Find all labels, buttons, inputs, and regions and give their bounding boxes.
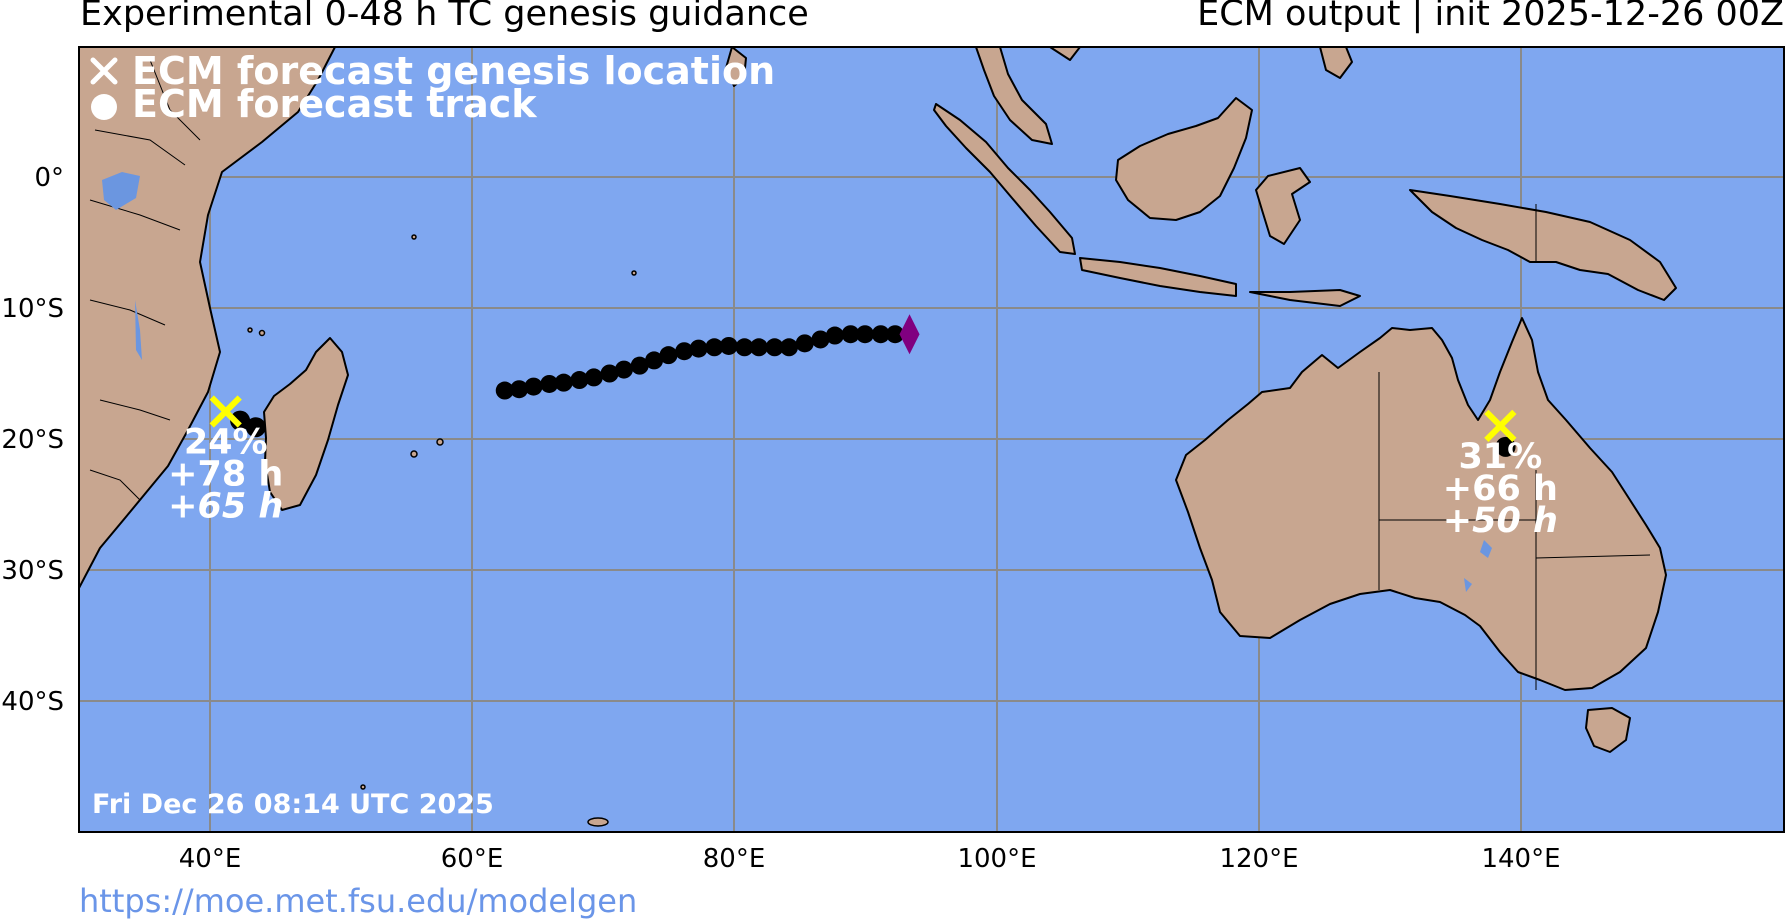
sri-lanka-island xyxy=(725,47,747,87)
track-point xyxy=(554,373,573,392)
map-title: Experimental 0-48 h TC genesis guidance xyxy=(80,0,809,34)
lat-tick-label: 40°S xyxy=(1,687,64,717)
tasmania-island xyxy=(1585,707,1631,753)
track-point xyxy=(780,338,799,357)
track-point xyxy=(811,330,830,349)
track-point xyxy=(765,338,784,357)
track-point xyxy=(675,342,694,361)
genesis-lead-time-alt: +50 h xyxy=(1443,501,1558,541)
lat-tick-label: 30°S xyxy=(1,556,64,586)
genesis-x-legend-icon xyxy=(90,57,118,85)
australia-landmass xyxy=(1175,317,1667,691)
genesis-lead-time: +66 h xyxy=(1443,469,1558,509)
track-point xyxy=(795,334,814,353)
genesis-legend-label: ECM forecast genesis location xyxy=(132,49,775,93)
genesis-lead-time-alt: +65 h xyxy=(168,486,283,526)
track-point xyxy=(645,351,664,370)
track-point xyxy=(705,338,724,357)
africa-landmass xyxy=(79,47,336,589)
lon-tick-label: 80°E xyxy=(703,844,766,874)
lesser-sunda-islands xyxy=(1249,289,1361,307)
genesis-lead-time: +78 h xyxy=(168,454,283,494)
legend: ECM forecast genesis location ECM foreca… xyxy=(90,49,775,126)
track-point xyxy=(245,417,266,438)
track-point xyxy=(510,380,529,399)
generation-timestamp: Fri Dec 26 08:14 UTC 2025 xyxy=(92,789,494,820)
track-point xyxy=(630,356,649,375)
track-point xyxy=(600,364,619,383)
track-point xyxy=(689,339,708,358)
track-point xyxy=(719,336,738,355)
sumatra-island xyxy=(933,103,1076,255)
borneo-island xyxy=(1115,97,1253,221)
lon-tick-label: 60°E xyxy=(441,844,504,874)
philippines-islands xyxy=(1319,47,1353,79)
genesis-events-layer: 24%+78 h+65 h 31%+66 h+50 h xyxy=(168,395,1558,541)
lon-tick-label: 140°E xyxy=(1481,844,1560,874)
java-island xyxy=(1079,257,1237,297)
map-figure: 24%+78 h+65 h 31%+66 h+50 h ECM forecast … xyxy=(1,46,1785,874)
malay-peninsula xyxy=(975,47,1053,145)
lat-tick-label: 0° xyxy=(34,163,64,193)
track-point xyxy=(841,325,860,344)
track-point xyxy=(659,346,678,365)
madagascar-island xyxy=(263,337,349,511)
genesis-probability: 31% xyxy=(1458,437,1542,477)
lat-tick-label: 10°S xyxy=(1,294,64,324)
southeast-asia-coast xyxy=(1049,47,1081,61)
track-point xyxy=(886,325,905,344)
genesis-event-australia: 31%+66 h+50 h xyxy=(1443,409,1558,541)
forecast-track-indian-ocean xyxy=(495,325,905,400)
new-guinea-island xyxy=(1409,189,1677,301)
track-point xyxy=(584,368,603,387)
source-url-link[interactable]: https://moe.met.fsu.edu/modelgen xyxy=(79,882,638,920)
genesis-x-marker xyxy=(209,395,242,428)
track-point xyxy=(1495,436,1516,457)
map-frame xyxy=(78,46,1785,833)
track-point xyxy=(825,326,844,345)
lakes xyxy=(102,172,1492,592)
track-point xyxy=(614,360,633,379)
longitude-tick-labels: 40°E 60°E 80°E 100°E 120°E 140°E xyxy=(179,844,1561,874)
genesis-x-marker xyxy=(1484,409,1517,443)
genesis-probability: 24% xyxy=(184,422,268,462)
lon-tick-label: 120°E xyxy=(1219,844,1298,874)
track-point xyxy=(871,325,890,344)
track-point xyxy=(749,338,768,357)
track-point xyxy=(856,325,874,344)
latitude-tick-labels: 0° 10°S 20°S 30°S 40°S xyxy=(1,163,64,717)
track-point xyxy=(495,381,514,400)
lat-tick-label: 20°S xyxy=(1,425,64,455)
track-end-marker xyxy=(899,314,920,355)
track-point xyxy=(230,410,251,431)
open-track-layer xyxy=(495,314,920,400)
lon-tick-label: 40°E xyxy=(179,844,242,874)
track-dot-legend-icon xyxy=(91,94,117,120)
track-legend-label: ECM forecast track xyxy=(132,82,537,126)
track-point xyxy=(570,371,589,390)
track-point xyxy=(540,374,559,393)
landmasses xyxy=(79,47,1677,753)
lon-tick-label: 100°E xyxy=(957,844,1036,874)
genesis-event-madagascar: 24%+78 h+65 h xyxy=(168,395,283,526)
track-point xyxy=(735,338,754,357)
sulawesi-island xyxy=(1255,167,1311,245)
internal-borders xyxy=(89,59,1651,690)
small-islands xyxy=(247,234,637,827)
model-init-label: ECM output | init 2025-12-26 00Z xyxy=(1197,0,1784,34)
track-point xyxy=(524,377,543,396)
